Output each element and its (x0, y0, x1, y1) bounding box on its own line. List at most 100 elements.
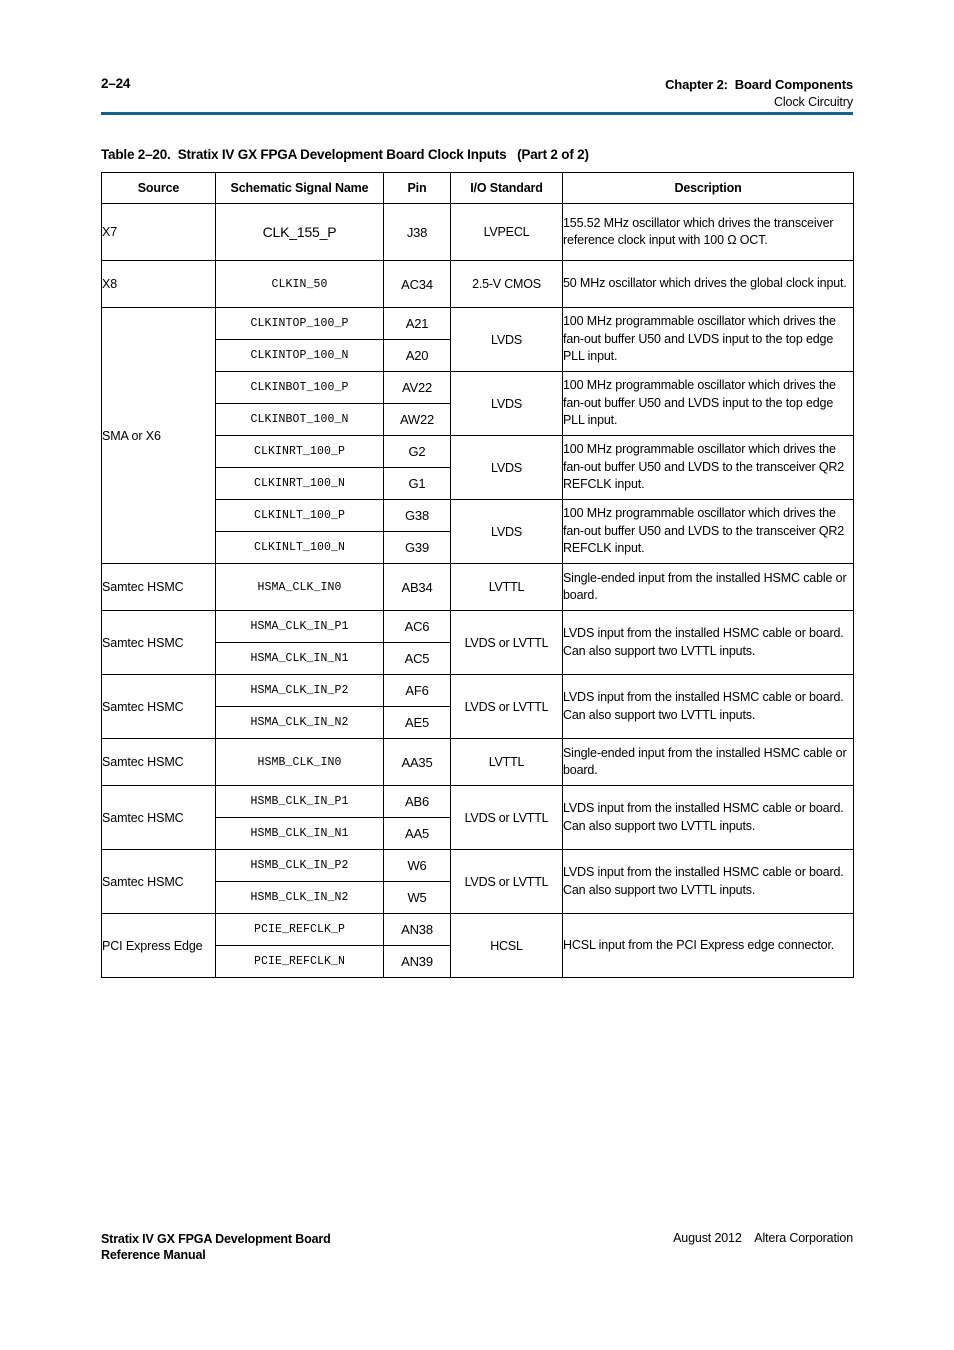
section-title: Clock Circuitry (773, 95, 853, 109)
cell-io-standard: LVDS (450, 307, 563, 372)
table-header: Source Schematic Signal Name Pin I/O Sta… (101, 172, 854, 204)
table-row: CLKINBOT_100_P AV22 LVDS 100 MHz programmab… (102, 371, 854, 436)
table-row: Samtec HSMC HSMB_CLK_IN0 AA35 LVTTL Single-e… (101, 738, 854, 786)
cell-description: LVDS input from the installed HSMC cable… (562, 849, 854, 914)
chapter-title: Chapter 2: Board Components (665, 77, 853, 92)
table-row: HSMB_CLK_IN_N2 W5 (102, 881, 854, 914)
table-row: Samtec HSMC HSMB_CLK_IN_P1 AB6 LVDS or LVTT… (101, 785, 854, 850)
table-row: PCI Express Edge PCIE_REFCLK_P AN38 HCSL HCS… (101, 913, 854, 978)
cell-description: HCSL input from the PCI Express edge con… (562, 913, 854, 978)
cell-io-standard: HCSL (450, 913, 563, 978)
cell-pin: AV22 (383, 371, 451, 404)
cell-description: Single-ended input from the installed HS… (562, 563, 854, 611)
table-row: PCIE_REFCLK_N AN39 (102, 945, 854, 978)
footer-manual-line2: Reference Manual (101, 1248, 206, 1262)
cell-description: LVDS input from the installed HSMC cable… (562, 674, 854, 739)
cell-pin: G2 (383, 435, 451, 468)
cell-pin: AW22 (383, 403, 451, 436)
cell-pin: AE5 (383, 706, 451, 739)
cell-source: Samtec HSMC (101, 610, 216, 675)
column-header-io-standard: I/O Standard (450, 172, 563, 204)
column-header-signal-name: Schematic Signal Name (215, 172, 384, 204)
cell-io-standard: LVTTL (450, 738, 563, 786)
cell-source: X7 (101, 203, 216, 261)
cell-pin: AC6 (383, 610, 451, 643)
cell-io-standard: LVTTL (450, 563, 563, 611)
clock-inputs-table-wrapper: Source Schematic Signal Name Pin I/O Sta… (101, 172, 854, 978)
cell-schematic-signal-name: HSMA_CLK_IN0 (215, 563, 384, 611)
cell-description: 100 MHz programmable oscillator which dr… (562, 499, 854, 564)
page-footer: Stratix IV GX FPGA Development Board Ref… (101, 1231, 853, 1263)
cell-io-standard: LVDS (450, 435, 563, 500)
table-row: X8 CLKIN_50 AC34 2.5-V CMOS 50 MHz oscillato… (101, 260, 854, 308)
table-row: CLKINBOT_100_N AW22 (102, 403, 854, 436)
cell-source: Samtec HSMC (101, 785, 216, 850)
table-row: CLKINRT_100_N G1 (102, 467, 854, 500)
cell-schematic-signal-name: PCIE_REFCLK_P (215, 913, 384, 946)
table-row: HSMA_CLK_IN_N2 AE5 (102, 706, 854, 739)
cell-pin: AN38 (383, 913, 451, 946)
cell-schematic-signal-name: CLKINLT_100_P (215, 499, 384, 532)
cell-pin: AB6 (383, 785, 451, 818)
cell-source: X8 (101, 260, 216, 308)
table-caption: Table 2–20. Stratix IV GX FPGA Developme… (101, 147, 589, 162)
column-header-pin: Pin (383, 172, 451, 204)
cell-schematic-signal-name: CLKINLT_100_N (215, 531, 384, 564)
clock-inputs-table: Source Schematic Signal Name Pin I/O Sta… (101, 172, 854, 978)
cell-schematic-signal-name: CLK_155_P (215, 203, 384, 261)
cell-schematic-signal-name: CLKINTOP_100_N (215, 339, 384, 372)
cell-description: Single-ended input from the installed HS… (562, 738, 854, 786)
cell-description: LVDS input from the installed HSMC cable… (562, 785, 854, 850)
cell-pin: G1 (383, 467, 451, 500)
cell-schematic-signal-name: PCIE_REFCLK_N (215, 945, 384, 978)
cell-pin: A20 (383, 339, 451, 372)
cell-description: 100 MHz programmable oscillator which dr… (562, 307, 854, 372)
cell-pin: A21 (383, 307, 451, 340)
cell-description: 100 MHz programmable oscillator which dr… (562, 435, 854, 500)
cell-pin: G39 (383, 531, 451, 564)
cell-pin: AC34 (383, 260, 451, 308)
cell-schematic-signal-name: HSMB_CLK_IN0 (215, 738, 384, 786)
cell-source: PCI Express Edge (101, 913, 216, 978)
table-row: Samtec HSMC HSMA_CLK_IN0 AB34 LVTTL Single-e… (101, 563, 854, 611)
table-row: CLKINLT_100_N G39 (102, 531, 854, 564)
running-head: 2–24 Chapter 2: Board Components Clock C… (101, 76, 853, 111)
column-header-source: Source (101, 172, 216, 204)
table-row: CLKINLT_100_P G38 LVDS 100 MHz programmable… (102, 499, 854, 564)
table-row: SMA or X6 CLKINTOP_100_P A21 LVDS 100 MHz pr… (101, 307, 854, 564)
cell-schematic-signal-name: HSMA_CLK_IN_N1 (215, 642, 384, 675)
cell-pin: AN39 (383, 945, 451, 978)
cell-schematic-signal-name: HSMB_CLK_IN_N1 (215, 817, 384, 850)
cell-schematic-signal-name: HSMB_CLK_IN_P2 (215, 849, 384, 882)
cell-description: 100 MHz programmable oscillator which dr… (562, 371, 854, 436)
footer-manual-title: Stratix IV GX FPGA Development Board Ref… (101, 1231, 331, 1263)
table-row: HSMA_CLK_IN_N1 AC5 (102, 642, 854, 675)
cell-schematic-signal-name: CLKINBOT_100_P (215, 371, 384, 404)
column-header-description: Description (562, 172, 854, 204)
cell-schematic-signal-name: CLKINRT_100_P (215, 435, 384, 468)
cell-pin: J38 (383, 203, 451, 261)
cell-io-standard: LVDS or LVTTL (450, 849, 563, 914)
cell-schematic-signal-name: CLKINBOT_100_N (215, 403, 384, 436)
cell-pin: W5 (383, 881, 451, 914)
footer-date-corporation: August 2012 Altera Corporation (673, 1231, 853, 1245)
cell-schematic-signal-name: HSMA_CLK_IN_N2 (215, 706, 384, 739)
cell-source: Samtec HSMC (101, 674, 216, 739)
cell-io-standard: LVDS (450, 371, 563, 436)
cell-schematic-signal-name: HSMA_CLK_IN_P1 (215, 610, 384, 643)
table-body: X7 CLK_155_P J38 LVPECL 155.52 MHz oscillato… (101, 203, 854, 978)
cell-io-standard: LVDS or LVTTL (450, 785, 563, 850)
cell-source: Samtec HSMC (101, 563, 216, 611)
footer-manual-line1: Stratix IV GX FPGA Development Board (101, 1232, 331, 1246)
cell-schematic-signal-name: HSMB_CLK_IN_P1 (215, 785, 384, 818)
cell-source: Samtec HSMC (101, 738, 216, 786)
table-row: CLKINTOP_100_N A20 (102, 339, 854, 372)
cell-pin: G38 (383, 499, 451, 532)
cell-pin: AA35 (383, 738, 451, 786)
cell-description: 155.52 MHz oscillator which drives the t… (562, 203, 854, 261)
header-rule (101, 112, 853, 115)
table-row: Samtec HSMC HSMA_CLK_IN_P2 AF6 LVDS or LVTT… (101, 674, 854, 739)
cell-description: LVDS input from the installed HSMC cable… (562, 610, 854, 675)
table-row: Samtec HSMC HSMB_CLK_IN_P2 W6 LVDS or LVTTL… (101, 849, 854, 914)
